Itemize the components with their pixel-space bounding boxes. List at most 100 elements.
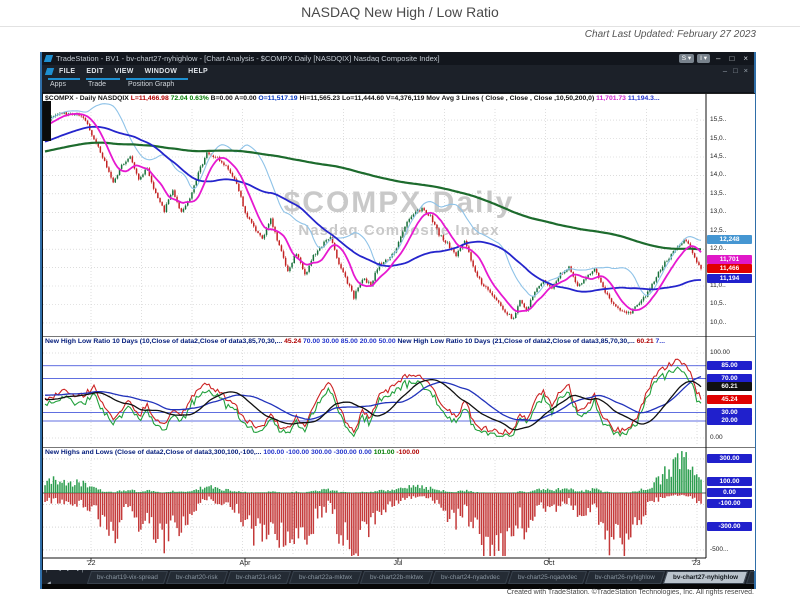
- symbol-info-row: $COMPX - Daily NASDQIX L=11,466.98 72.04…: [45, 95, 703, 102]
- axis-label: 12,5..: [710, 226, 727, 234]
- tab-next-button[interactable]: ►: [65, 570, 72, 573]
- menu-help[interactable]: HELP: [188, 67, 209, 75]
- axis-label: 0.00: [710, 434, 723, 441]
- chart-surface[interactable]: [43, 94, 755, 571]
- child-window-controls: – □ ×: [723, 66, 748, 76]
- info-segment: 72.04 0.63%: [170, 95, 211, 102]
- hist-indicator-label-row: New Highs and Lows (Close of data2,Close…: [45, 449, 703, 456]
- tab-last-button[interactable]: ►|: [75, 570, 84, 573]
- axis-value-badge: 12,248: [707, 235, 752, 245]
- axis-label: 15,5..: [710, 116, 727, 124]
- info-segment: O=11,517.19: [258, 95, 300, 102]
- window-title: TradeStation - BV1 - bv-chart27-nyhighlo…: [56, 54, 440, 63]
- workspace-tab-label: bv-chart22b-mktwx: [370, 573, 424, 581]
- toolbar-tab-trade[interactable]: Trade: [85, 78, 120, 88]
- axis-label: 13,0..: [710, 208, 727, 216]
- axis-value-badge: 20.00: [707, 416, 752, 425]
- tab-prev-button[interactable]: ◄: [55, 570, 62, 573]
- page-divider: [0, 26, 800, 27]
- hist-label-segment: -100.00: [396, 449, 420, 456]
- axis-label: 12,0..: [710, 245, 727, 253]
- restore-button[interactable]: □: [729, 54, 735, 63]
- window-titlebar: TradeStation - BV1 - bv-chart27-nyhighlo…: [42, 52, 754, 65]
- axis-value-badge: 11,701: [707, 255, 752, 265]
- hist-label-segment: New Highs and Lows (Close of data2,Close…: [45, 449, 264, 456]
- symbol-button[interactable]: S ▾: [678, 54, 695, 63]
- axis-label: 11,0..: [710, 282, 726, 290]
- titlebar-buttons: S ▾ I ▾ – □ ×: [678, 54, 751, 63]
- axis-value-badge: -300.00: [707, 522, 752, 532]
- tradestation-copyright: Created with TradeStation. ©TradeStation…: [506, 589, 754, 596]
- workspace-tab-bv-chart22a-mktwx[interactable]: bv-chart22a-mktwx: [288, 570, 363, 584]
- tab-nav-buttons: |◄ ◄ ► ►|: [46, 570, 83, 584]
- axis-label: 15,0..: [710, 134, 727, 142]
- axis-value-badge: 100.00: [707, 476, 752, 486]
- workspace-tab-label: bv-chart25-nqadvdec: [518, 573, 578, 581]
- info-segment: 11,194.3...: [627, 95, 660, 102]
- workspace-tab-bv-chart20-risk[interactable]: bv-chart20-risk: [166, 570, 229, 584]
- tradestation-logo-icon: [43, 55, 54, 62]
- collapsed-toolbar-block[interactable]: [43, 101, 51, 141]
- axis-value-badge: 11,466: [707, 263, 752, 273]
- window-bottom-strip: [42, 584, 754, 589]
- axis-value-badge: -100.00: [707, 499, 752, 509]
- tradestation-window: TradeStation - BV1 - bv-chart27-nyhighlo…: [40, 52, 756, 589]
- workspace-tab-bv-chart21-risk2[interactable]: bv-chart21-risk2: [225, 570, 292, 584]
- ratio-label-segment: 45.24: [284, 338, 304, 345]
- workspace-tab-label: bv-chart20-risk: [176, 573, 218, 581]
- app-menu-icon[interactable]: [44, 67, 55, 75]
- close-button[interactable]: ×: [743, 54, 748, 63]
- ratio-label-segment: 60.21: [636, 338, 656, 345]
- workspace-tab-bv-chart27-nyhighlow[interactable]: bv-chart27-nyhighlow: [663, 570, 749, 584]
- axis-value-badge: 60.21: [707, 381, 752, 391]
- ratio-label-segment: New High Low Ratio 10 Days (10,Close of …: [45, 338, 285, 345]
- workspace-tabbar: |◄ ◄ ► ►| bv-chart19-vix-spread bv-chart20-r…: [42, 570, 754, 584]
- x-axis-label: '22: [86, 560, 96, 567]
- hist-label-segment: 101.00: [373, 449, 397, 456]
- menu-edit[interactable]: EDIT: [86, 67, 104, 75]
- child-minimize-button[interactable]: –: [722, 66, 728, 75]
- workspace-tab-bv-chart22b-mktwx[interactable]: bv-chart22b-mktwx: [360, 570, 434, 584]
- axis-value-badge: 300.00: [707, 453, 752, 463]
- menu-items: FILE EDIT VIEW WINDOW HELP: [59, 68, 219, 75]
- x-axis-label: Oct: [543, 560, 555, 567]
- axis-label: 10,0..: [710, 318, 727, 326]
- info-segment: Hi=11,565.23 Lo=11,444.60 V=4,376,119: [299, 95, 427, 102]
- x-axis-label: Apr: [239, 560, 251, 567]
- info-segment: L=11,466.98: [130, 95, 171, 102]
- page-title: NASDAQ New High / Low Ratio: [301, 4, 499, 20]
- menu-file[interactable]: FILE: [59, 67, 76, 75]
- hist-label-segment: 100.00 -100.00 300.00 -300.00 0.00: [263, 449, 374, 456]
- toolbar-tab-apps[interactable]: Apps: [48, 78, 80, 88]
- workspace-tab-label: bv-chart27-nyhighlow: [673, 573, 739, 581]
- apps-bar: Apps Trade Position Graph: [42, 77, 754, 92]
- info-segment: 11,701.73: [596, 95, 628, 102]
- chart-last-updated: Chart Last Updated: February 27 2023: [584, 29, 756, 40]
- axis-value-badge: 85.00: [707, 360, 752, 370]
- minimize-button[interactable]: –: [716, 54, 721, 63]
- workspace-tab-bv-chart19-vix-spread[interactable]: bv-chart19-vix-spread: [87, 570, 169, 584]
- ratio-label-segment: 7...: [655, 338, 665, 345]
- menu-window[interactable]: WINDOW: [144, 67, 178, 75]
- interval-button[interactable]: I ▾: [697, 54, 711, 63]
- axis-label: 100.00: [710, 349, 730, 356]
- axis-value-badge: 11,194: [707, 273, 752, 283]
- workspace-tab-bv-chart25-nqadvdec[interactable]: bv-chart25-nqadvdec: [508, 570, 588, 584]
- workspace-tab-bv-chart26-nyhighlow[interactable]: bv-chart26-nyhighlow: [585, 570, 666, 584]
- workspace-tab-label: bv-chart26-nyhighlow: [595, 573, 656, 581]
- workspace-tab-bv-chart24-nyadvdec[interactable]: bv-chart24-nyadvdec: [431, 570, 511, 584]
- menu-view[interactable]: VIEW: [114, 67, 134, 75]
- info-segment: $COMPX - Daily NASDQIX: [45, 95, 131, 102]
- ratio-label-segment: 70.00 30.00 85.00 20.00 50.00: [303, 338, 398, 345]
- toolbar-tab-position-graph[interactable]: Position Graph: [126, 78, 189, 88]
- info-segment: Mov Avg 3 Lines ( Close , Close , Close …: [426, 95, 597, 102]
- info-segment: B=0.00 A=0.00: [210, 95, 259, 102]
- child-restore-button[interactable]: □: [733, 66, 738, 75]
- axis-value-badge: 70.00: [707, 373, 752, 383]
- child-close-button[interactable]: ×: [743, 66, 748, 75]
- menu-bar: FILE EDIT VIEW WINDOW HELP – □ ×: [42, 65, 754, 77]
- workspace-tab-label: bv-chart22a-mktwx: [299, 573, 353, 581]
- tab-first-button[interactable]: |◄: [46, 570, 52, 584]
- x-axis-label: '23: [691, 560, 701, 567]
- workspace-tabs: bv-chart19-vix-spread bv-chart20-risk bv-c…: [87, 570, 754, 584]
